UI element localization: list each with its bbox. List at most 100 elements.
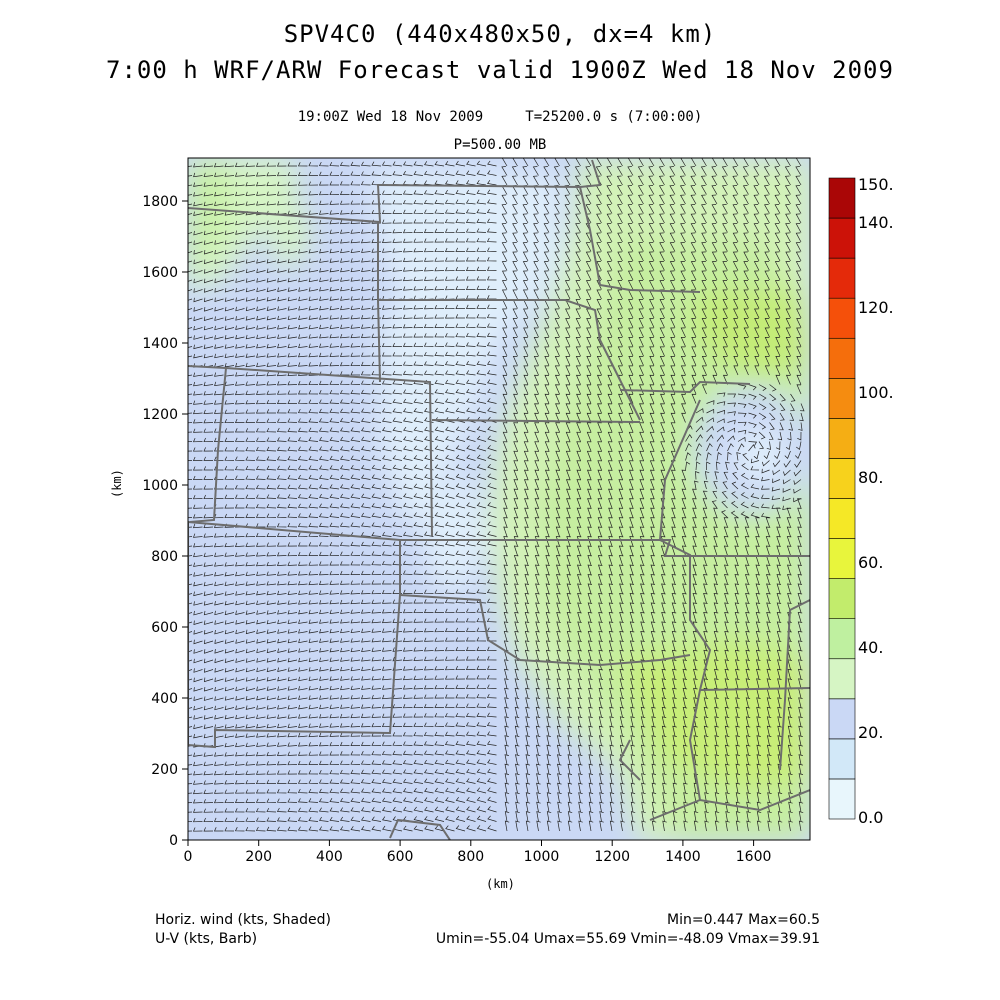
wind-barb [637,185,644,195]
wind-barb [712,490,718,499]
wind-barb [566,583,572,594]
wind-barb [662,820,667,832]
wind-barb [235,306,245,312]
wind-barb [308,742,319,747]
wind-barb [487,569,497,575]
wind-barb [276,409,287,414]
wind-barb [557,773,562,784]
wind-barb [466,483,476,490]
wind-barb [534,460,539,471]
wind-barb [619,744,625,756]
wind-barb [234,542,245,547]
wind-barb [609,820,615,832]
wind-barb [382,474,392,480]
wind-barb [618,498,624,509]
wind-barb [350,561,361,566]
wind-barb [465,276,476,281]
wind-barb [544,346,550,357]
wind-barb [445,560,455,566]
wind-barb [724,574,729,585]
wind-barb [339,181,350,186]
wind-barb [413,305,424,310]
wind-barb [598,697,604,708]
wind-barb [402,370,413,376]
wind-barb [413,445,424,452]
wind-barb [753,175,760,186]
wind-barb [617,242,623,252]
wind-barb [737,421,747,427]
wind-barb [755,602,761,613]
wind-barb [371,161,382,167]
wind-barb [287,334,298,339]
wind-barb [466,180,476,186]
wind-barb [575,280,581,290]
wind-barb [297,542,308,547]
wind-barb [776,564,781,575]
wind-barb [287,513,298,518]
wind-barb [588,706,593,718]
wind-barb [245,620,256,625]
wind-barb [504,754,509,765]
wind-barb [214,249,224,255]
wind-barb [737,436,746,442]
wind-barb [798,659,803,670]
wind-barb [361,807,371,813]
wind-barb [533,242,539,252]
wind-barb [525,792,531,803]
wind-barb [669,251,676,262]
wind-barb [245,353,256,358]
y-tick-label: 800 [151,549,178,565]
wind-barb [371,750,382,756]
wind-barb [308,532,319,537]
wind-barb [444,684,455,690]
wind-barb [455,502,466,509]
wind-barb [714,659,719,670]
wind-barb [371,522,382,528]
wind-barb [725,773,730,784]
wind-barb [763,450,770,460]
wind-barb [524,545,529,556]
wind-barb [234,808,245,813]
wind-barb [381,286,392,291]
wind-barb [544,374,550,385]
y-tick-label: 0 [169,833,178,849]
wind-barb [434,797,445,803]
wind-barb [465,257,476,262]
wind-barb [297,580,308,586]
state-boundaries [188,159,810,840]
wind-barb [434,209,445,214]
wind-barb [235,677,245,682]
wind-barb [402,361,413,366]
colorbar-label: 140. [858,213,894,232]
wind-barb [628,450,634,461]
wind-barb [597,441,602,452]
wind-barb [381,190,392,195]
wind-barb [681,403,686,414]
wind-barb [371,408,382,414]
wind-barb [245,287,256,293]
wind-barb [774,242,781,252]
wind-barb [245,532,256,538]
wind-barb [434,731,445,737]
wind-barb [466,778,476,784]
wind-barb [512,261,518,271]
wind-barb [609,782,615,794]
wind-barb [735,706,740,718]
wind-barb [476,569,487,575]
wind-barb [329,287,340,292]
wind-barb [546,678,551,689]
wind-barb [277,239,287,245]
wind-barb [596,308,602,319]
wind-barb [703,706,709,718]
wind-barb [504,687,509,699]
wind-barb [486,646,497,651]
wind-barb [487,540,497,547]
wind-barb [651,687,656,699]
wind-barb [350,619,361,624]
wind-barb [329,667,340,672]
wind-barb [733,365,739,376]
wind-barb [371,657,382,662]
wind-barb [775,346,781,357]
wind-barb [371,427,382,433]
wind-barb [423,685,434,690]
